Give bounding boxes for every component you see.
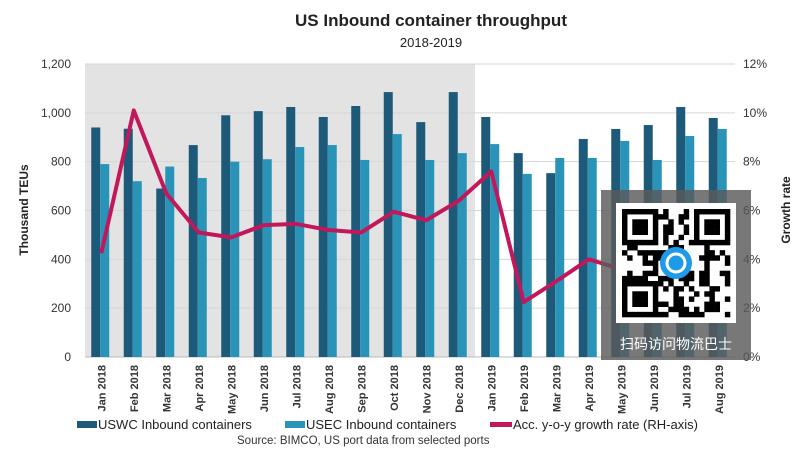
usec-bar: [230, 161, 240, 357]
uswc-bar: [156, 188, 166, 357]
x-tick-label: Mar 2019: [551, 365, 563, 412]
x-tick-label: May 2018: [226, 365, 238, 414]
y-tick-label: 800: [51, 155, 71, 169]
chart-title: US Inbound container throughput: [295, 11, 567, 30]
x-tick-label: May 2019: [616, 365, 628, 414]
legend-growth: Acc. y-o-y growth rate (RH-axis): [513, 417, 698, 432]
usec-bar: [587, 158, 597, 357]
y-tick-label: 200: [51, 301, 71, 315]
uswc-bar: [513, 153, 523, 357]
x-tick-label: Dec 2018: [454, 365, 466, 413]
y-tick-label: 1,200: [41, 57, 71, 71]
uswc-bar: [546, 173, 556, 357]
source-note: Source: BIMCO, US port data from selecte…: [237, 435, 490, 447]
usec-bar: [360, 159, 370, 357]
uswc-bar: [383, 92, 393, 358]
logo-icon: [660, 247, 692, 279]
uswc-bar: [91, 127, 101, 357]
x-tick-label: Sep 2018: [356, 365, 368, 413]
x-tick-label: Apr 2019: [584, 365, 596, 411]
y2-tick-label: 10%: [743, 106, 767, 120]
legend-swatch-usec: [285, 421, 305, 428]
x-tick-label: Feb 2019: [519, 365, 531, 412]
legend-uswc: USWC Inbound containers: [98, 417, 252, 432]
x-tick-label: Jul 2018: [291, 365, 303, 408]
y2-axis-label: Growth rate: [779, 176, 793, 244]
growth-rate-line: [99, 108, 622, 305]
usec-bar: [165, 166, 175, 357]
usec-bar: [262, 159, 272, 357]
legend-swatch-growth: [490, 422, 512, 427]
uswc-bar: [286, 106, 296, 358]
usec-bar: [392, 134, 402, 357]
x-tick-label: Mar 2018: [161, 365, 173, 412]
x-tick-label: Oct 2018: [389, 365, 401, 411]
y2-tick-label: 8%: [743, 155, 761, 169]
x-tick-label: Jun 2018: [259, 365, 271, 412]
x-tick-label: Jun 2019: [649, 365, 661, 412]
x-tick-label: Aug 2018: [324, 365, 336, 414]
x-tick-label: Apr 2018: [194, 365, 206, 411]
y2-tick-label: 12%: [743, 57, 767, 71]
usec-bar: [555, 158, 565, 357]
usec-bar: [132, 181, 142, 357]
usec-bar: [425, 159, 435, 357]
usec-bar: [327, 145, 337, 357]
chart-subtitle: 2018-2019: [400, 35, 462, 50]
qr-watermark: 扫码访问物流巴士: [601, 190, 751, 360]
y-axis-label: Thousand TEUs: [17, 164, 31, 256]
uswc-bar: [123, 128, 133, 357]
uswc-bar: [578, 138, 588, 357]
uswc-bar: [448, 92, 458, 358]
x-tick-label: Aug 2019: [714, 365, 726, 414]
usec-bar: [522, 173, 532, 357]
uswc-bar: [481, 116, 491, 358]
x-tick-label: Jan 2019: [486, 365, 498, 411]
uswc-bar: [253, 111, 263, 357]
y-tick-label: 1,000: [41, 106, 71, 120]
watermark-text: 扫码访问物流巴士: [620, 336, 732, 352]
usec-bar: [100, 164, 110, 357]
legend-swatch-uswc: [77, 421, 97, 428]
y-tick-label: 400: [51, 252, 71, 266]
usec-bar: [457, 153, 467, 357]
x-tick-label: Feb 2018: [129, 365, 141, 412]
uswc-bar: [416, 122, 426, 357]
x-tick-label: Nov 2018: [421, 365, 433, 413]
x-tick-label: Jan 2018: [96, 365, 108, 411]
uswc-bar: [318, 116, 328, 358]
x-tick-label: Jul 2019: [681, 365, 693, 408]
usec-bar: [295, 147, 305, 357]
usec-bar: [197, 178, 207, 357]
y-tick-label: 600: [51, 204, 71, 218]
usec-bar: [490, 144, 500, 357]
legend-usec: USEC Inbound containers: [306, 417, 457, 432]
uswc-bar: [188, 145, 198, 357]
legend: USWC Inbound containers USEC Inbound con…: [77, 417, 698, 432]
qr-code-icon: [622, 209, 731, 318]
y-tick-label: 0: [64, 350, 71, 364]
